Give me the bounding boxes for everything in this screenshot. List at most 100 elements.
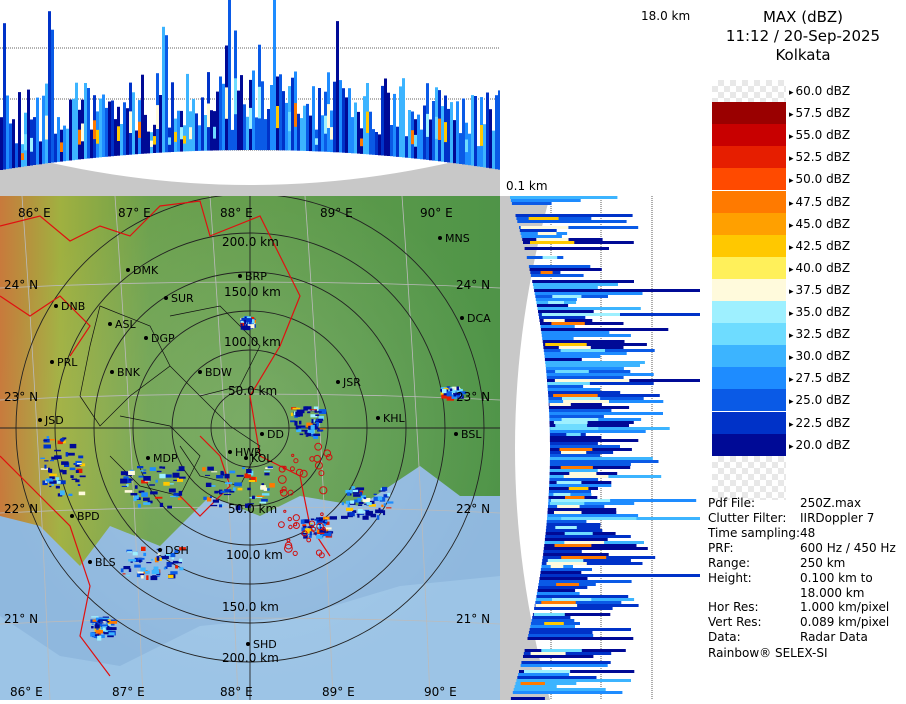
longitude-label: 90° E xyxy=(420,206,453,220)
legend-swatch xyxy=(712,168,786,191)
longitude-label-bottom: 87° E xyxy=(112,685,145,699)
station-name: Kolkata xyxy=(775,46,831,64)
place-label: BRP xyxy=(245,270,267,283)
date-time: 11:12 / 20-Sep-2025 xyxy=(725,27,881,45)
place-label: PRL xyxy=(57,356,78,369)
range-label-south: 100.0 km xyxy=(226,548,283,562)
info-key: Height: xyxy=(708,571,752,585)
range-label-south: 50.0 km xyxy=(228,502,277,516)
place-label: ASL xyxy=(115,318,137,331)
range-rings xyxy=(0,196,500,700)
place-label: DSH xyxy=(165,544,189,557)
legend-label: 40.0 dBZ xyxy=(789,261,851,275)
legend-swatch xyxy=(712,234,786,257)
legend-swatch xyxy=(712,367,786,390)
info-row: Hor Res: 1.000 km/pixel xyxy=(708,600,906,615)
ground-mask-right xyxy=(500,196,550,700)
place-marker: BNK xyxy=(110,366,141,379)
place-label: SUR xyxy=(171,292,194,305)
latitude-label-left: 24° N xyxy=(4,278,38,292)
legend-swatch xyxy=(712,190,786,213)
latitude-label-left: 22° N xyxy=(4,502,38,516)
place-marker: JSR xyxy=(336,376,361,389)
place-label: HWR xyxy=(235,446,262,459)
place-marker: ASL xyxy=(108,318,137,331)
info-row: Data: Radar Data xyxy=(708,630,906,645)
place-label: SHD xyxy=(253,638,277,651)
place-marker: BSL xyxy=(454,428,482,441)
info-key: Range: xyxy=(708,556,751,570)
place-marker: DNB xyxy=(54,300,85,313)
place-label: BPD xyxy=(77,510,100,523)
info-value: 250 km xyxy=(800,556,846,570)
legend-label: 25.0 dBZ xyxy=(789,393,851,407)
place-label: BNK xyxy=(117,366,141,379)
latitude-label-left: 23° N xyxy=(4,390,38,404)
place-marker: PRL xyxy=(50,356,78,369)
place-marker: KHL xyxy=(376,412,405,425)
place-marker: JSD xyxy=(38,414,64,427)
longitude-label: 89° E xyxy=(320,206,353,220)
legend-swatch xyxy=(712,124,786,147)
info-value: 250Z.max xyxy=(800,496,862,510)
product-title: MAX (dBZ) xyxy=(762,8,844,26)
legend-swatch xyxy=(712,146,786,169)
ppi-map-panel: 86° E 87° E 88° E 89° E 90° E 86° E 87° E 88° E… xyxy=(0,196,500,700)
place-label: DD xyxy=(267,428,284,441)
info-value: Radar Data xyxy=(800,630,868,644)
legend-empty-swatch xyxy=(712,455,786,500)
info-value: 18.000 km xyxy=(800,586,865,600)
info-value: 0.100 km to xyxy=(800,571,873,585)
longitude-label: 86° E xyxy=(18,206,51,220)
info-value: IIRDoppler 7 xyxy=(800,511,875,525)
place-label: DMK xyxy=(133,264,159,277)
info-value: 48 xyxy=(800,526,816,540)
legend-label: 37.5 dBZ xyxy=(789,283,851,297)
info-key: Time sampling: xyxy=(708,526,801,540)
district-boundaries xyxy=(79,305,261,497)
legend-swatch xyxy=(712,389,786,412)
legend-label: 35.0 dBZ xyxy=(789,305,851,319)
state-borders xyxy=(0,200,331,677)
place-marker: DGP xyxy=(144,332,175,345)
legend-label: 30.0 dBZ xyxy=(789,349,851,363)
place-label: JSD xyxy=(44,414,64,427)
legend-swatch xyxy=(712,345,786,368)
place-markers: MNS DMK BRP DNB SUR ASL DCA DGP PRL BNK BDW JSR KHL B… xyxy=(38,232,491,651)
info-row: Vert Res: 0.089 km/pixel xyxy=(708,615,906,630)
legend-swatch xyxy=(712,433,786,456)
range-label-south: 150.0 km xyxy=(222,600,279,614)
legend-swatch xyxy=(712,411,786,434)
place-marker: BLS xyxy=(88,556,116,569)
info-key: Data: xyxy=(708,630,741,644)
place-label: DNB xyxy=(61,300,85,313)
info-value: 600 Hz / 450 Hz xyxy=(800,541,896,555)
legend-swatch xyxy=(712,256,786,279)
info-row: Range: 250 km xyxy=(708,556,906,571)
place-marker: MNS xyxy=(438,232,470,245)
longitude-label: 88° E xyxy=(220,206,253,220)
footer-credit: Rainbow® SELEX-SI xyxy=(708,646,828,660)
top-cross-section-panel xyxy=(0,0,501,196)
place-marker: SUR xyxy=(164,292,194,305)
legend-label: 27.5 dBZ xyxy=(789,371,851,385)
range-label-south: 200.0 km xyxy=(222,651,279,665)
range-ring-labels: 50.0 km 100.0 km 150.0 km 200.0 km 50.0 km 10… xyxy=(222,235,283,665)
legend-label: 50.0 dBZ xyxy=(789,172,851,186)
place-marker: DCA xyxy=(460,312,491,325)
right-cross-section-panel xyxy=(500,196,735,700)
info-key: PRF: xyxy=(708,541,734,555)
info-value: 1.000 km/pixel xyxy=(800,600,890,614)
right-echo-layer xyxy=(510,196,735,700)
grid-labels: 86° E 87° E 88° E 89° E 90° E 86° E 87° E 88° E… xyxy=(4,206,490,699)
place-label: BSL xyxy=(461,428,482,441)
place-marker: KOL xyxy=(244,452,273,465)
longitude-label-bottom: 88° E xyxy=(220,685,253,699)
place-label: BLS xyxy=(95,556,116,569)
legend-label: 32.5 dBZ xyxy=(789,327,851,341)
place-label: DCA xyxy=(467,312,491,325)
legend-swatch xyxy=(712,278,786,301)
range-label-north: 50.0 km xyxy=(228,384,277,398)
info-row: Height: 0.100 km to xyxy=(708,571,906,586)
place-label: JSR xyxy=(342,376,361,389)
